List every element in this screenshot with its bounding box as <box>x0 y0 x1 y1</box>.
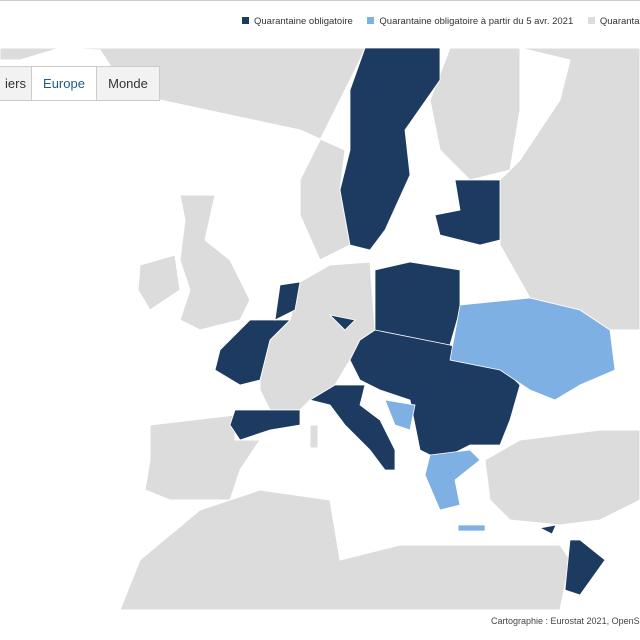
greece <box>424 449 481 511</box>
attribution-bar: Cartographie : Eurostat 2021, OpenS <box>0 610 640 640</box>
attribution: Cartographie : Eurostat 2021, OpenS <box>491 616 640 626</box>
corsica <box>309 424 319 449</box>
tab-active[interactable]: Europe <box>32 67 97 100</box>
bosnia <box>384 399 416 431</box>
legend-label: Quarantaine r <box>599 16 640 27</box>
israel <box>564 539 606 596</box>
russia <box>499 47 640 331</box>
norway <box>0 47 366 261</box>
legend-label: Quarantaine obligatoire <box>254 16 353 27</box>
uk <box>179 194 251 331</box>
czechia <box>328 314 356 331</box>
tab[interactable]: iers <box>0 67 32 100</box>
legend-label: Quarantaine obligatoire à partir du 5 av… <box>379 16 574 27</box>
legend-swatch <box>367 17 375 24</box>
tabs: iers Europe Monde <box>0 66 160 101</box>
italy <box>308 384 396 471</box>
ukraine <box>449 297 616 401</box>
benelux <box>274 281 301 321</box>
finland <box>429 47 521 181</box>
crete <box>457 524 486 532</box>
ireland <box>137 254 181 311</box>
cyprus <box>538 524 557 535</box>
legend-item: Quarantaine obligatoire <box>242 16 353 27</box>
turkey <box>484 429 640 526</box>
sweden <box>339 47 441 251</box>
legend-swatch <box>242 17 249 24</box>
france-west <box>214 319 291 386</box>
legend: Quarantaine obligatoire Quarantaine obli… <box>242 16 640 27</box>
tab[interactable]: Monde <box>97 67 159 100</box>
legend-item: Quarantaine obligatoire à partir du 5 av… <box>367 16 573 27</box>
legend-item: Quarantaine r <box>587 16 640 27</box>
baltics <box>434 179 501 246</box>
south-coast <box>229 409 301 441</box>
legend-swatch <box>587 17 595 24</box>
